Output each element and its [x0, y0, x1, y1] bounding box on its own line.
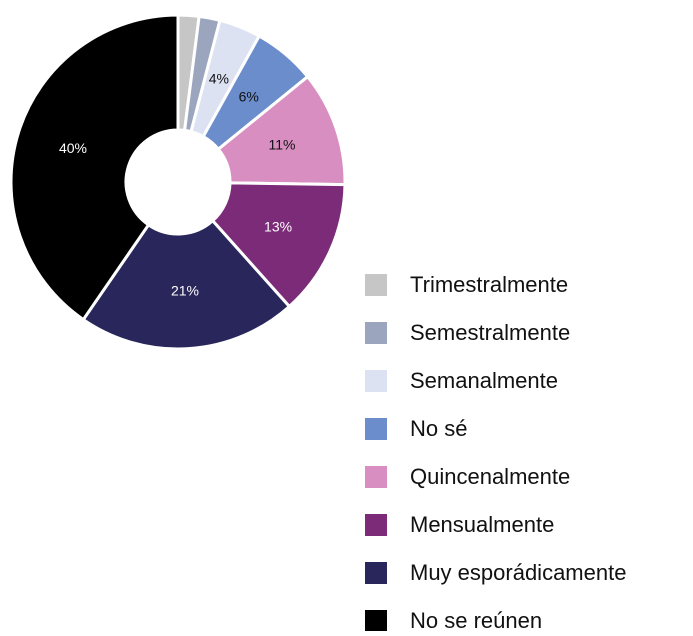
slice-label: 21%	[171, 282, 199, 298]
legend-label: Mensualmente	[410, 512, 554, 537]
legend-label: Semanalmente	[410, 368, 558, 393]
legend-swatch	[365, 322, 387, 344]
legend-swatch	[365, 562, 387, 584]
legend-swatch	[365, 514, 387, 536]
legend-swatch	[365, 274, 387, 296]
slice-label: 13%	[264, 218, 292, 234]
legend-label: No se reúnen	[410, 608, 542, 631]
legend-swatch	[365, 610, 387, 632]
slice	[211, 181, 347, 308]
slice-label: 11%	[268, 137, 295, 153]
slice	[81, 219, 291, 351]
legend-label: Trimestralmente	[410, 272, 568, 297]
legend-label: Muy esporádicamente	[410, 560, 626, 585]
legend-swatch	[365, 466, 387, 488]
legend-label: No sé	[410, 416, 467, 441]
legend-swatch	[365, 370, 387, 392]
slice-label: 40%	[59, 140, 87, 156]
slice-label: 4%	[209, 71, 229, 87]
slice-label: 6%	[239, 88, 259, 104]
legend-swatch	[365, 418, 387, 440]
legend-label: Semestralmente	[410, 320, 570, 345]
slice	[9, 13, 180, 322]
legend-label: Quincenalmente	[410, 464, 570, 489]
